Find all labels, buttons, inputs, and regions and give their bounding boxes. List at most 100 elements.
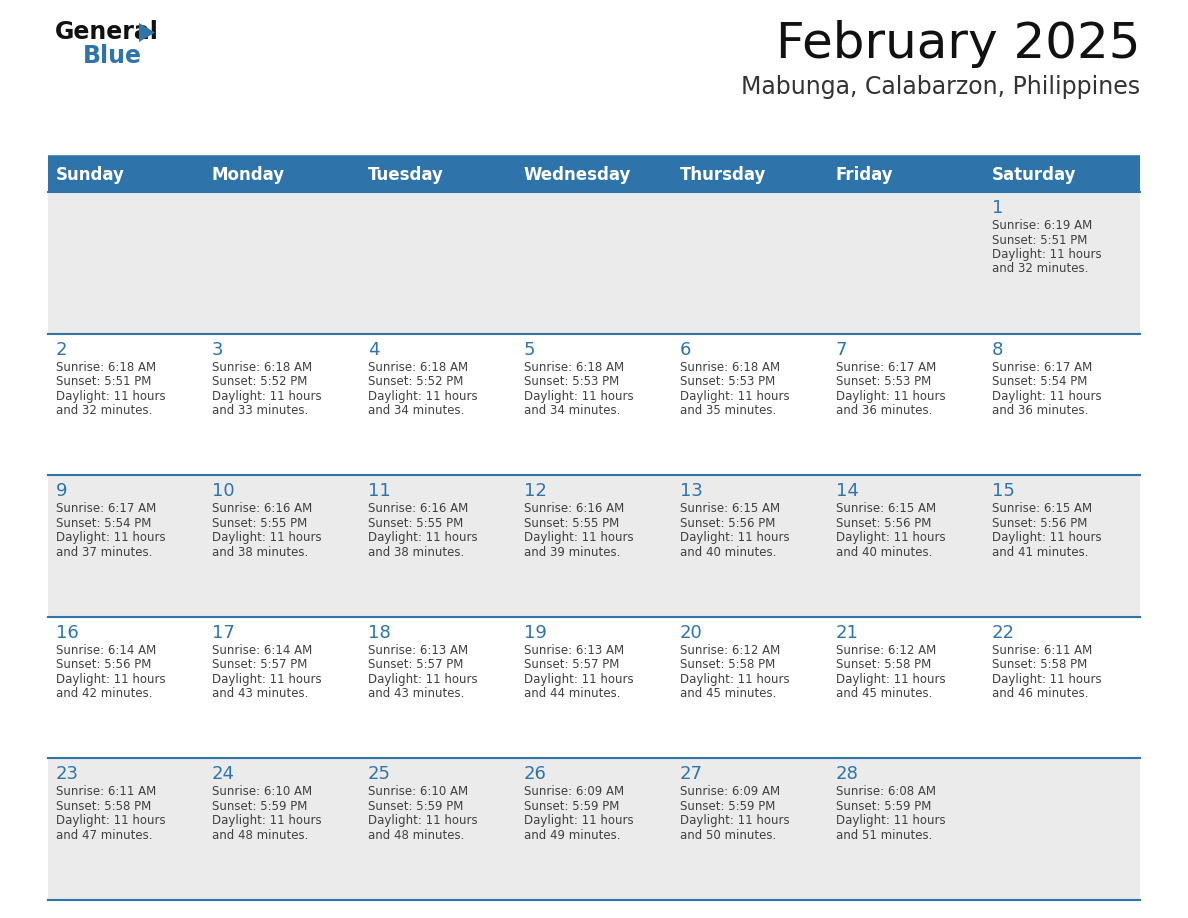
Text: Sunset: 5:59 PM: Sunset: 5:59 PM: [524, 800, 619, 813]
Text: Sunrise: 6:18 AM: Sunrise: 6:18 AM: [211, 361, 312, 374]
Text: 14: 14: [836, 482, 859, 500]
Text: and 36 minutes.: and 36 minutes.: [992, 404, 1088, 417]
Text: Sunset: 5:57 PM: Sunset: 5:57 PM: [368, 658, 463, 671]
Text: Sunset: 5:56 PM: Sunset: 5:56 PM: [680, 517, 776, 530]
Text: Sunset: 5:56 PM: Sunset: 5:56 PM: [56, 658, 151, 671]
Text: and 34 minutes.: and 34 minutes.: [368, 404, 465, 417]
Text: Daylight: 11 hours: Daylight: 11 hours: [680, 814, 789, 827]
Text: Sunset: 5:55 PM: Sunset: 5:55 PM: [524, 517, 619, 530]
Text: Sunset: 5:52 PM: Sunset: 5:52 PM: [211, 375, 308, 388]
Text: 9: 9: [56, 482, 68, 500]
Text: Daylight: 11 hours: Daylight: 11 hours: [836, 814, 946, 827]
Text: Sunset: 5:59 PM: Sunset: 5:59 PM: [680, 800, 776, 813]
Text: Sunrise: 6:18 AM: Sunrise: 6:18 AM: [368, 361, 468, 374]
Text: 5: 5: [524, 341, 536, 359]
Text: Sunrise: 6:14 AM: Sunrise: 6:14 AM: [211, 644, 312, 656]
Text: Sunset: 5:51 PM: Sunset: 5:51 PM: [992, 233, 1087, 247]
Text: Sunrise: 6:13 AM: Sunrise: 6:13 AM: [524, 644, 624, 656]
Bar: [48, 192, 1140, 333]
Text: 16: 16: [56, 624, 78, 642]
Text: and 34 minutes.: and 34 minutes.: [524, 404, 620, 417]
Text: and 39 minutes.: and 39 minutes.: [524, 545, 620, 559]
Text: Daylight: 11 hours: Daylight: 11 hours: [524, 673, 633, 686]
Text: 2: 2: [56, 341, 68, 359]
Text: 24: 24: [211, 766, 235, 783]
Text: 22: 22: [992, 624, 1015, 642]
Text: Sunrise: 6:11 AM: Sunrise: 6:11 AM: [992, 644, 1092, 656]
Text: and 46 minutes.: and 46 minutes.: [992, 688, 1088, 700]
Text: 12: 12: [524, 482, 546, 500]
Text: and 50 minutes.: and 50 minutes.: [680, 829, 776, 842]
Text: Daylight: 11 hours: Daylight: 11 hours: [524, 814, 633, 827]
Text: Sunrise: 6:14 AM: Sunrise: 6:14 AM: [56, 644, 156, 656]
Text: Sunrise: 6:16 AM: Sunrise: 6:16 AM: [368, 502, 468, 515]
Text: and 45 minutes.: and 45 minutes.: [836, 688, 933, 700]
Text: Sunrise: 6:10 AM: Sunrise: 6:10 AM: [368, 786, 468, 799]
Text: 20: 20: [680, 624, 702, 642]
Text: and 43 minutes.: and 43 minutes.: [211, 688, 308, 700]
Text: Daylight: 11 hours: Daylight: 11 hours: [680, 389, 789, 403]
Text: and 36 minutes.: and 36 minutes.: [836, 404, 933, 417]
Text: Sunset: 5:51 PM: Sunset: 5:51 PM: [56, 375, 151, 388]
Text: Sunrise: 6:09 AM: Sunrise: 6:09 AM: [680, 786, 781, 799]
Text: February 2025: February 2025: [776, 20, 1140, 68]
Text: Mabunga, Calabarzon, Philippines: Mabunga, Calabarzon, Philippines: [741, 75, 1140, 99]
Text: Daylight: 11 hours: Daylight: 11 hours: [524, 532, 633, 544]
Text: Sunrise: 6:17 AM: Sunrise: 6:17 AM: [992, 361, 1092, 374]
Text: Daylight: 11 hours: Daylight: 11 hours: [992, 248, 1101, 261]
Text: 10: 10: [211, 482, 234, 500]
Text: Sunset: 5:58 PM: Sunset: 5:58 PM: [836, 658, 931, 671]
Text: 8: 8: [992, 341, 1003, 359]
Text: 28: 28: [836, 766, 859, 783]
Text: and 33 minutes.: and 33 minutes.: [211, 404, 308, 417]
Text: and 48 minutes.: and 48 minutes.: [368, 829, 465, 842]
Text: Daylight: 11 hours: Daylight: 11 hours: [368, 389, 478, 403]
Text: Sunset: 5:52 PM: Sunset: 5:52 PM: [368, 375, 463, 388]
Text: Sunset: 5:58 PM: Sunset: 5:58 PM: [680, 658, 775, 671]
Text: Sunset: 5:58 PM: Sunset: 5:58 PM: [56, 800, 151, 813]
Text: 15: 15: [992, 482, 1015, 500]
Text: Sunrise: 6:08 AM: Sunrise: 6:08 AM: [836, 786, 936, 799]
Text: Sunrise: 6:13 AM: Sunrise: 6:13 AM: [368, 644, 468, 656]
Text: Daylight: 11 hours: Daylight: 11 hours: [680, 532, 789, 544]
Text: Daylight: 11 hours: Daylight: 11 hours: [836, 532, 946, 544]
Text: Sunrise: 6:19 AM: Sunrise: 6:19 AM: [992, 219, 1092, 232]
Text: and 37 minutes.: and 37 minutes.: [56, 545, 152, 559]
Text: Sunrise: 6:15 AM: Sunrise: 6:15 AM: [836, 502, 936, 515]
Text: and 49 minutes.: and 49 minutes.: [524, 829, 620, 842]
Text: and 38 minutes.: and 38 minutes.: [368, 545, 465, 559]
Text: Daylight: 11 hours: Daylight: 11 hours: [836, 673, 946, 686]
Text: Daylight: 11 hours: Daylight: 11 hours: [524, 389, 633, 403]
Text: Sunrise: 6:18 AM: Sunrise: 6:18 AM: [56, 361, 156, 374]
Text: Sunrise: 6:15 AM: Sunrise: 6:15 AM: [680, 502, 781, 515]
Text: 7: 7: [836, 341, 847, 359]
Text: and 38 minutes.: and 38 minutes.: [211, 545, 308, 559]
Text: Sunset: 5:54 PM: Sunset: 5:54 PM: [992, 375, 1087, 388]
Text: 11: 11: [368, 482, 391, 500]
Text: Sunrise: 6:16 AM: Sunrise: 6:16 AM: [211, 502, 312, 515]
Text: Daylight: 11 hours: Daylight: 11 hours: [992, 532, 1101, 544]
Text: Sunset: 5:58 PM: Sunset: 5:58 PM: [992, 658, 1087, 671]
Text: Sunrise: 6:10 AM: Sunrise: 6:10 AM: [211, 786, 312, 799]
Text: Sunrise: 6:12 AM: Sunrise: 6:12 AM: [680, 644, 781, 656]
Text: Sunset: 5:55 PM: Sunset: 5:55 PM: [211, 517, 307, 530]
Text: Blue: Blue: [83, 44, 143, 68]
Text: Friday: Friday: [836, 166, 893, 184]
Text: Saturday: Saturday: [992, 166, 1076, 184]
Text: Sunrise: 6:09 AM: Sunrise: 6:09 AM: [524, 786, 624, 799]
Text: Daylight: 11 hours: Daylight: 11 hours: [368, 814, 478, 827]
Text: Sunrise: 6:11 AM: Sunrise: 6:11 AM: [56, 786, 156, 799]
Text: and 32 minutes.: and 32 minutes.: [992, 263, 1088, 275]
Text: Daylight: 11 hours: Daylight: 11 hours: [680, 673, 789, 686]
Text: Daylight: 11 hours: Daylight: 11 hours: [56, 389, 165, 403]
Text: Sunrise: 6:15 AM: Sunrise: 6:15 AM: [992, 502, 1092, 515]
Text: and 32 minutes.: and 32 minutes.: [56, 404, 152, 417]
Text: Daylight: 11 hours: Daylight: 11 hours: [211, 673, 322, 686]
Text: Monday: Monday: [211, 166, 285, 184]
Text: 13: 13: [680, 482, 702, 500]
Text: Sunset: 5:53 PM: Sunset: 5:53 PM: [680, 375, 775, 388]
Text: Sunset: 5:57 PM: Sunset: 5:57 PM: [524, 658, 619, 671]
Text: Sunrise: 6:17 AM: Sunrise: 6:17 AM: [56, 502, 156, 515]
Text: Daylight: 11 hours: Daylight: 11 hours: [992, 389, 1101, 403]
Text: Sunrise: 6:17 AM: Sunrise: 6:17 AM: [836, 361, 936, 374]
